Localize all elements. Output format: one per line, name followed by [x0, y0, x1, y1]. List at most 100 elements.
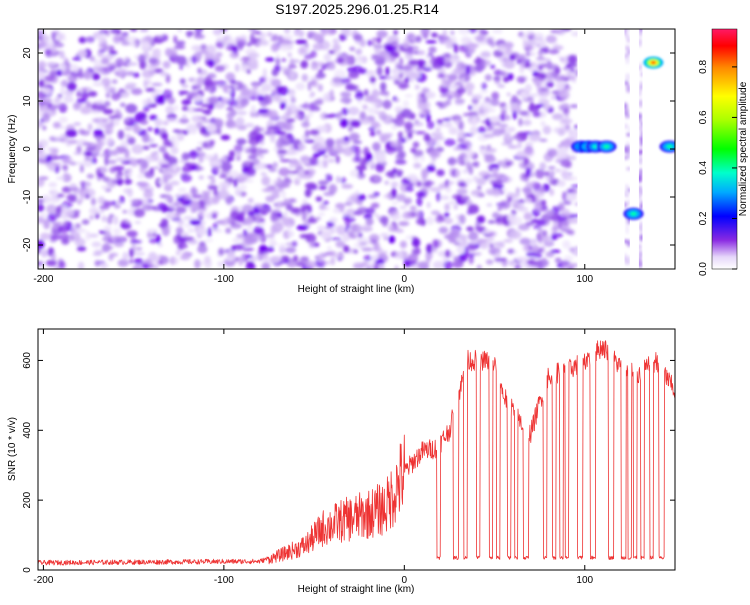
- spectrogram-cell: [310, 50, 317, 58]
- spectrogram-cell: [428, 46, 437, 54]
- spectrogram-cell: [218, 247, 225, 256]
- spectrogram-cell: [426, 243, 433, 254]
- spectrogram-cell: [466, 226, 474, 232]
- spectrogram-cell: [445, 39, 453, 49]
- spectrogram-cell: [38, 72, 45, 80]
- spectrogram-cell: [426, 121, 435, 129]
- spectrogram-cell: [460, 36, 472, 45]
- spectrogram-cell: [483, 154, 495, 158]
- spectrogram-cell: [411, 236, 418, 240]
- spectrogram-cell: [298, 29, 305, 38]
- spectrogram-cell: [341, 107, 349, 116]
- spectrogram-cell: [190, 200, 200, 210]
- spectrogram-cell: [551, 206, 561, 214]
- spectrogram-cell: [537, 227, 543, 234]
- spectrogram-cell: [318, 69, 323, 74]
- spectrogram-cell: [395, 169, 402, 176]
- spectrogram-cell: [311, 79, 319, 88]
- spectrogram-cell: [530, 61, 537, 67]
- spectrogram-cell: [82, 158, 93, 168]
- spectrogram-hot-spots: [571, 56, 675, 220]
- spectrogram-cell: [520, 33, 528, 40]
- spectrogram-cell: [237, 256, 244, 266]
- x-tick-label: -100: [214, 274, 234, 285]
- spectrogram-cell: [454, 101, 464, 106]
- spectrogram-cell: [141, 160, 149, 170]
- spectrogram-cell: [275, 57, 280, 66]
- spectrogram-cell: [542, 125, 552, 135]
- spectrogram-cell: [85, 230, 91, 241]
- spectrogram-cell: [65, 142, 72, 147]
- spectrogram-cell: [58, 116, 68, 124]
- spectrogram-cell: [268, 128, 275, 134]
- spectrogram-cell: [423, 133, 431, 142]
- spectrogram-cell: [177, 187, 187, 193]
- spectrogram-cell: [77, 67, 83, 77]
- spectrogram-cell: [409, 205, 417, 211]
- spectrogram-cell: [125, 133, 131, 139]
- spectrogram-cell: [99, 205, 110, 210]
- spectrogram-cell: [165, 73, 171, 84]
- spectrogram-cell: [493, 69, 503, 76]
- spectrogram-cell: [638, 99, 643, 108]
- spectrogram-cell: [257, 94, 265, 102]
- spectrogram-cell: [397, 131, 404, 139]
- spectrogram-cell: [456, 155, 465, 166]
- spectrogram-cell: [525, 251, 536, 258]
- spectrogram-cell: [517, 206, 529, 212]
- spectrogram-cell: [429, 150, 441, 159]
- spectrogram-cell: [99, 263, 109, 268]
- spectrogram-cell: [304, 115, 310, 124]
- spectrogram-cell: [72, 102, 81, 111]
- spectrogram-cell: [567, 189, 574, 194]
- spectrogram-cell: [544, 171, 550, 177]
- spectrogram-cell: [570, 104, 579, 108]
- spectrogram-cell: [569, 130, 580, 139]
- spectrogram-cell: [146, 228, 159, 233]
- spectrogram-cell: [539, 39, 546, 48]
- spectrogram-cell: [97, 33, 107, 44]
- spectrogram-cell: [51, 252, 56, 259]
- spectrogram-cell: [324, 226, 332, 230]
- spectrogram-cell: [273, 188, 284, 192]
- y-tick-label: 200: [22, 491, 33, 508]
- spectrogram-cell: [374, 56, 386, 66]
- spectrogram-cell: [47, 213, 57, 222]
- spectrogram-cell: [471, 94, 483, 100]
- spectrogram-hot-spot: [643, 56, 664, 69]
- spectrogram-cell: [83, 70, 93, 80]
- spectrogram-cell: [538, 186, 546, 194]
- spectrogram-cell: [485, 188, 497, 196]
- spectrogram-cell: [279, 102, 287, 110]
- spectrogram-cell: [498, 123, 509, 128]
- spectrogram-cell: [498, 204, 505, 209]
- spectrogram-cell: [200, 44, 208, 51]
- spectrogram-cell: [627, 199, 630, 206]
- spectrogram-cell: [358, 169, 363, 176]
- spectrogram-cell: [315, 72, 326, 79]
- spectrogram-cell: [416, 181, 422, 188]
- spectrogram-cell: [91, 157, 97, 165]
- spectrogram-cell: [320, 112, 329, 120]
- spectrogram-cell: [522, 244, 530, 252]
- spectrogram-cell: [304, 139, 316, 143]
- spectrogram-cell: [56, 176, 65, 181]
- spectrogram-cell: [250, 105, 256, 114]
- spectrogram-cell: [164, 152, 170, 163]
- spectrogram-cell: [545, 251, 555, 258]
- spectrogram-cell: [213, 57, 221, 64]
- spectrogram-cell: [319, 202, 326, 211]
- x-tick-label: 0: [402, 575, 408, 586]
- spectrogram-cell: [560, 103, 570, 112]
- spectrogram-blobs: [38, 29, 645, 269]
- spectrogram-cell: [206, 123, 217, 134]
- spectrogram-cell: [66, 194, 77, 201]
- spectrogram-cell: [555, 81, 566, 91]
- spectrogram-cell: [449, 84, 461, 90]
- spectrogram-cell: [65, 129, 78, 138]
- spectrogram-cell: [200, 219, 206, 226]
- spectrogram-cell: [398, 221, 410, 227]
- spectrogram-cell: [481, 82, 487, 91]
- spectrogram-cell: [370, 121, 380, 129]
- spectrogram-cell: [191, 194, 204, 199]
